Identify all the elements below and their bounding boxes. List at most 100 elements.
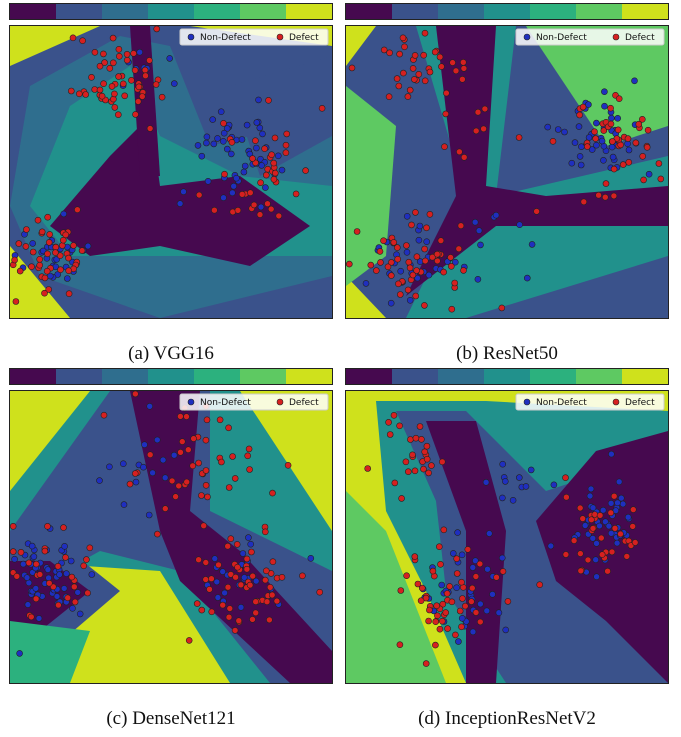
- defect-point: [257, 179, 264, 186]
- colorbar-band: [240, 4, 286, 19]
- colorbar-band: [286, 369, 332, 384]
- colorbar-band: [622, 4, 668, 19]
- plot-svg: Non-Defect Defect: [346, 26, 668, 318]
- non-defect-point: [499, 460, 506, 468]
- defect-point: [472, 127, 480, 135]
- defect-point: [189, 462, 196, 470]
- defect-point: [412, 209, 419, 216]
- defect-point: [615, 95, 623, 102]
- defect-point: [282, 141, 290, 149]
- defect-point: [458, 578, 465, 586]
- defect-point: [562, 474, 569, 481]
- defect-point: [195, 459, 202, 467]
- legend: Non-Defect Defect: [515, 393, 665, 411]
- defect-point: [459, 595, 466, 602]
- defect-point: [27, 613, 35, 621]
- colorbar: [9, 368, 333, 385]
- defect-point: [16, 267, 24, 275]
- defect-point: [610, 165, 618, 173]
- non-defect-point: [544, 123, 551, 131]
- defect-point: [226, 605, 234, 612]
- non-defect-point: [106, 463, 113, 471]
- defect-point: [441, 143, 448, 150]
- defect-point: [252, 137, 259, 144]
- defect-point: [120, 80, 127, 88]
- defect-point: [438, 63, 445, 70]
- defect-point: [602, 180, 610, 187]
- defect-point: [238, 191, 246, 198]
- defect-point: [480, 125, 487, 133]
- defect-point: [425, 617, 432, 625]
- defect-point: [426, 211, 434, 218]
- defect-point: [76, 90, 83, 98]
- non-defect-point: [625, 146, 633, 154]
- defect-point: [631, 539, 639, 546]
- defect-point: [601, 193, 609, 201]
- defect-point: [115, 45, 123, 53]
- defect-point: [429, 567, 437, 575]
- defect-point: [385, 418, 392, 426]
- defect-point: [62, 554, 69, 561]
- defect-point: [243, 565, 251, 573]
- defect-point: [250, 201, 258, 209]
- defect-point: [225, 613, 233, 621]
- defect-point: [393, 244, 401, 251]
- defect-point: [106, 64, 114, 72]
- defect-point: [252, 609, 259, 617]
- defect-point: [228, 139, 236, 146]
- defect-point: [395, 280, 402, 288]
- defect-point: [183, 478, 190, 486]
- defect-point: [318, 105, 326, 112]
- defect-point: [267, 205, 275, 213]
- defect-point: [216, 416, 224, 424]
- defect-point: [421, 245, 428, 253]
- non-defect-point: [585, 134, 593, 141]
- defect-point: [607, 120, 615, 128]
- defect-point: [10, 548, 17, 555]
- defect-point: [420, 465, 427, 473]
- defect-point: [562, 551, 570, 558]
- defect-point: [237, 581, 245, 589]
- non-defect-point: [145, 511, 153, 519]
- caption: (a) VGG16: [128, 343, 214, 364]
- defect-point: [409, 65, 417, 72]
- defect-point: [70, 242, 77, 249]
- defect-point: [580, 198, 588, 206]
- defect-point: [439, 617, 446, 625]
- non-defect-point: [516, 474, 523, 481]
- defect-point: [262, 576, 269, 584]
- defect-point: [17, 549, 25, 556]
- defect-point: [442, 609, 449, 616]
- non-defect-point: [387, 299, 395, 307]
- non-defect-point: [219, 568, 226, 575]
- defect-point: [394, 255, 402, 263]
- non-defect-point: [475, 227, 483, 234]
- non-defect-point: [593, 573, 600, 580]
- legend-non-defect-marker: [523, 33, 531, 41]
- defect-point: [234, 207, 242, 214]
- scatter-plot: Non-Defect Defect: [345, 25, 669, 319]
- non-defect-point: [585, 101, 592, 108]
- defect-point: [420, 51, 427, 59]
- non-defect-point: [176, 200, 184, 207]
- scatter-plot: Non-Defect Defect: [345, 390, 669, 684]
- defect-point: [614, 126, 622, 134]
- defect-point: [65, 290, 73, 298]
- defect-point: [396, 422, 403, 430]
- non-defect-point: [239, 550, 247, 557]
- non-defect-point: [209, 116, 216, 123]
- non-defect-point: [29, 240, 37, 247]
- defect-point: [443, 590, 451, 597]
- defect-point: [152, 81, 160, 88]
- defect-point: [262, 171, 270, 179]
- defect-point: [54, 563, 62, 570]
- colorbar: [345, 3, 669, 20]
- caption: (c) DenseNet121: [106, 708, 236, 729]
- defect-point: [460, 267, 467, 274]
- defect-point: [202, 576, 209, 583]
- defect-point: [579, 103, 587, 111]
- legend-non-defect-marker: [523, 398, 531, 406]
- defect-point: [591, 511, 599, 518]
- defect-point: [411, 467, 419, 475]
- defect-point: [246, 466, 253, 473]
